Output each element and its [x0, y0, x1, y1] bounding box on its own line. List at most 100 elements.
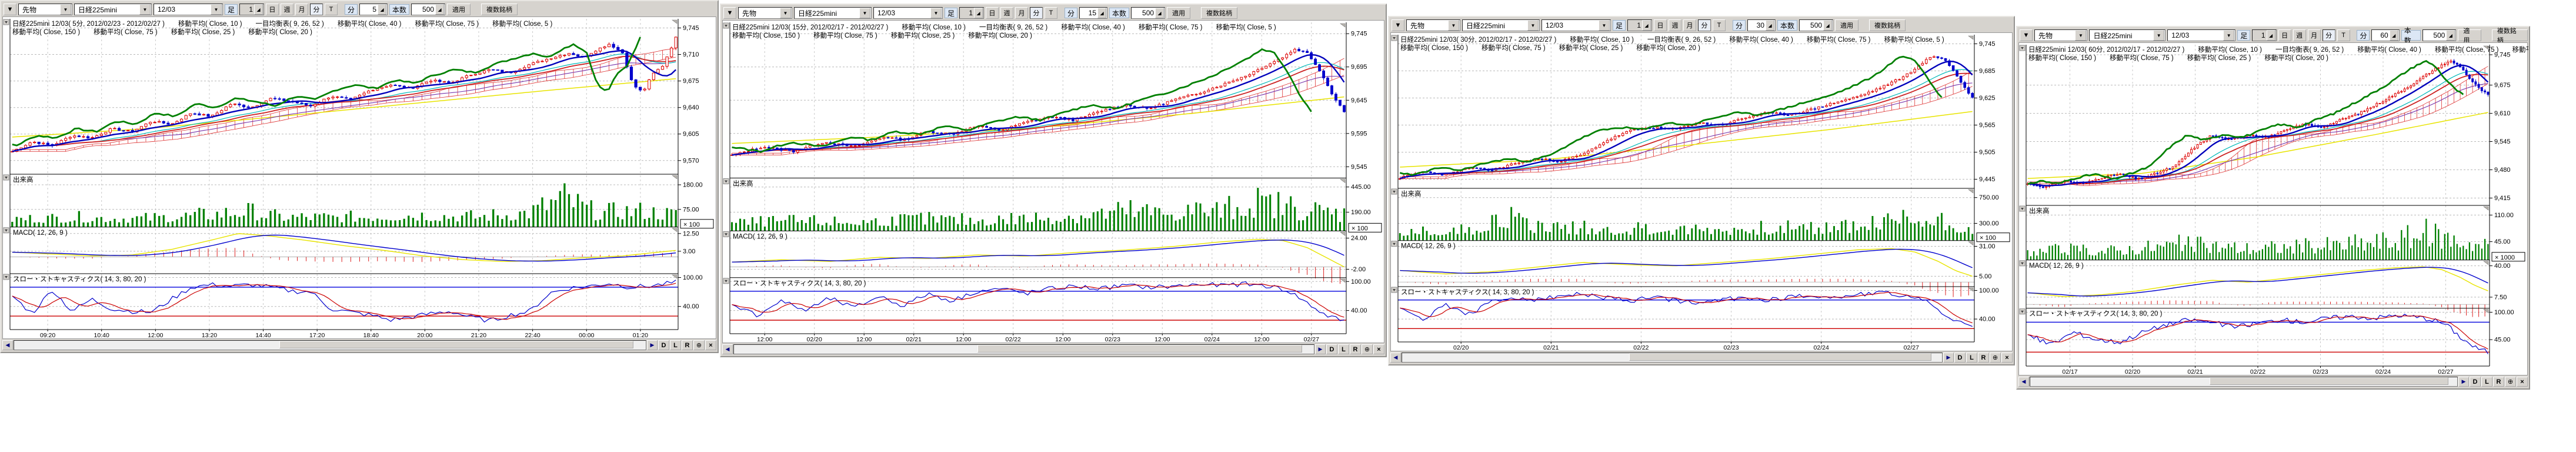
bar-interval-spinner[interactable]: 1 ◢	[239, 4, 265, 15]
period-button-T[interactable]: T	[325, 4, 338, 15]
scroll-left-button[interactable]: ◀	[2018, 377, 2029, 387]
spinner-icon[interactable]: ◢	[974, 8, 983, 18]
pane-corner-icon[interactable]	[1968, 35, 1974, 40]
scrollbar-track[interactable]	[2030, 377, 2458, 387]
spinner-icon[interactable]: ◢	[254, 4, 263, 15]
period-button-T[interactable]: T	[2337, 29, 2350, 41]
scrollbar-track[interactable]	[733, 344, 1314, 354]
apply-button[interactable]: 適用	[1835, 19, 1859, 31]
period-button-分[interactable]: 分	[2322, 29, 2335, 41]
pane-corner-icon[interactable]	[2483, 45, 2489, 50]
chevron-down-icon[interactable]: ▼	[1599, 20, 1610, 31]
spinner-icon[interactable]: ◢	[1155, 8, 1164, 18]
contract-select[interactable]: 12/03 ▼	[873, 7, 943, 19]
multi-symbol-button[interactable]: 複数銘柄	[1869, 19, 1906, 31]
period-button-T[interactable]: T	[1713, 19, 1726, 31]
period-button-週[interactable]: 週	[281, 4, 294, 15]
scroll-left-button[interactable]: ◀	[2, 340, 13, 350]
bar-interval-spinner[interactable]: 1 ◢	[959, 7, 985, 19]
contract-select[interactable]: 12/03 ▼	[154, 4, 223, 15]
zoom-icon[interactable]: ⊕	[693, 340, 705, 350]
chart-tool-button-R[interactable]: R	[682, 340, 693, 350]
chevron-down-icon[interactable]: ▼	[930, 8, 942, 18]
spinner-icon[interactable]: ◢	[2389, 30, 2398, 41]
chart-tool-button-L[interactable]: L	[1338, 344, 1349, 354]
multi-symbol-button[interactable]: 複数銘柄	[481, 4, 518, 15]
period-button-月[interactable]: 月	[1683, 19, 1697, 31]
instrument-select[interactable]: 先物 ▼	[2034, 29, 2088, 41]
chart-tool-button-L[interactable]: L	[1966, 353, 1977, 363]
contract-select[interactable]: 12/03 ▼	[2167, 29, 2236, 41]
close-icon[interactable]: ×	[2001, 353, 2013, 363]
multi-symbol-button[interactable]: 複数銘柄	[1201, 7, 1238, 19]
chart-tool-button-D[interactable]: D	[1326, 344, 1337, 354]
apply-button[interactable]: 適用	[1167, 7, 1191, 19]
pane-corner-icon[interactable]	[1968, 287, 1974, 292]
spinner-icon[interactable]: ◢	[1823, 20, 1833, 31]
period-button-分[interactable]: 分	[1698, 19, 1711, 31]
pane-corner-icon[interactable]	[1968, 189, 1974, 194]
bars-count-spinner[interactable]: 500 ◢	[1131, 7, 1166, 19]
chart-canvas[interactable]: 9,745 9,710 9,675 9,640 9,605 9,570 180.00 75.0…	[3, 17, 717, 340]
chevron-down-icon[interactable]: ▼	[139, 4, 151, 15]
minutes-spinner[interactable]: 30 ◢	[1747, 19, 1776, 31]
bars-count-spinner[interactable]: 500 ◢	[411, 4, 446, 15]
scrollbar-thumb[interactable]	[2209, 377, 2449, 385]
pane-corner-icon[interactable]	[1340, 179, 1346, 184]
chevron-down-icon[interactable]: ▼	[2075, 30, 2087, 41]
period-button-週[interactable]: 週	[2293, 29, 2306, 41]
scroll-right-button[interactable]: ▶	[2458, 377, 2469, 387]
period-button-月[interactable]: 月	[295, 4, 309, 15]
spinner-icon[interactable]: ◢	[2266, 30, 2275, 41]
chart-canvas[interactable]: 9,745 9,685 9,625 9,565 9,505 9,445 750.00 300.…	[1391, 33, 2013, 352]
zoom-icon[interactable]: ⊕	[1990, 353, 2001, 363]
apply-button[interactable]: 適用	[2458, 28, 2481, 44]
zoom-icon[interactable]: ⊕	[2505, 377, 2516, 387]
period-button-月[interactable]: 月	[1015, 7, 1029, 19]
pane-corner-icon[interactable]	[672, 228, 678, 232]
pane-corner-icon[interactable]	[1968, 241, 1974, 246]
chevron-down-icon[interactable]: ▼	[859, 8, 870, 18]
period-button-週[interactable]: 週	[1000, 7, 1014, 19]
period-button-分[interactable]: 分	[1030, 7, 1043, 19]
scrollbar-track[interactable]	[14, 340, 646, 350]
pane-corner-icon[interactable]	[672, 175, 678, 180]
scroll-right-button[interactable]: ▶	[647, 340, 658, 350]
spinner-icon[interactable]: ◢	[435, 4, 445, 15]
window-menu-button[interactable]: ▼	[2020, 29, 2033, 41]
spinner-icon[interactable]: ◢	[378, 4, 387, 15]
chevron-down-icon[interactable]: ▼	[2223, 30, 2235, 41]
period-button-日[interactable]: 日	[266, 4, 279, 15]
chart-canvas[interactable]: 9,745 9,675 9,610 9,545 9,480 9,415 110.00 45.0…	[2019, 43, 2572, 376]
scroll-left-button[interactable]: ◀	[722, 344, 733, 354]
instrument-select[interactable]: 先物 ▼	[738, 7, 792, 19]
minutes-spinner[interactable]: 60 ◢	[2371, 29, 2400, 41]
pane-corner-icon[interactable]	[1340, 278, 1346, 283]
chevron-down-icon[interactable]: ▼	[2153, 30, 2165, 41]
contract-select[interactable]: 12/03 ▼	[1541, 19, 1611, 31]
symbol-select[interactable]: 日経225mini ▼	[1462, 19, 1540, 31]
window-menu-button[interactable]: ▼	[4, 4, 16, 15]
window-menu-button[interactable]: ▼	[1392, 19, 1404, 31]
period-button-日[interactable]: 日	[2278, 29, 2291, 41]
scroll-left-button[interactable]: ◀	[1390, 353, 1401, 363]
bars-count-spinner[interactable]: 500 ◢	[2422, 29, 2457, 41]
pane-corner-icon[interactable]	[2483, 309, 2489, 314]
window-menu-button[interactable]: ▼	[723, 7, 736, 19]
chart-tool-button-R[interactable]: R	[2493, 377, 2504, 387]
period-button-T[interactable]: T	[1045, 7, 1058, 19]
chart-tool-button-R[interactable]: R	[1978, 353, 1989, 363]
chevron-down-icon[interactable]: ▼	[780, 8, 791, 18]
chevron-down-icon[interactable]: ▼	[60, 4, 71, 15]
chevron-down-icon[interactable]: ▼	[1527, 20, 1539, 31]
period-button-月[interactable]: 月	[2307, 29, 2321, 41]
pane-corner-icon[interactable]	[672, 274, 678, 279]
pane-corner-icon[interactable]	[2483, 206, 2489, 211]
close-icon[interactable]: ×	[1373, 344, 1384, 354]
pane-corner-icon[interactable]	[1340, 23, 1346, 28]
pane-corner-icon[interactable]	[672, 19, 678, 24]
chevron-down-icon[interactable]: ▼	[211, 4, 222, 15]
chevron-down-icon[interactable]: ▼	[1448, 20, 1459, 31]
minutes-spinner[interactable]: 5 ◢	[359, 4, 388, 15]
period-button-日[interactable]: 日	[1654, 19, 1667, 31]
